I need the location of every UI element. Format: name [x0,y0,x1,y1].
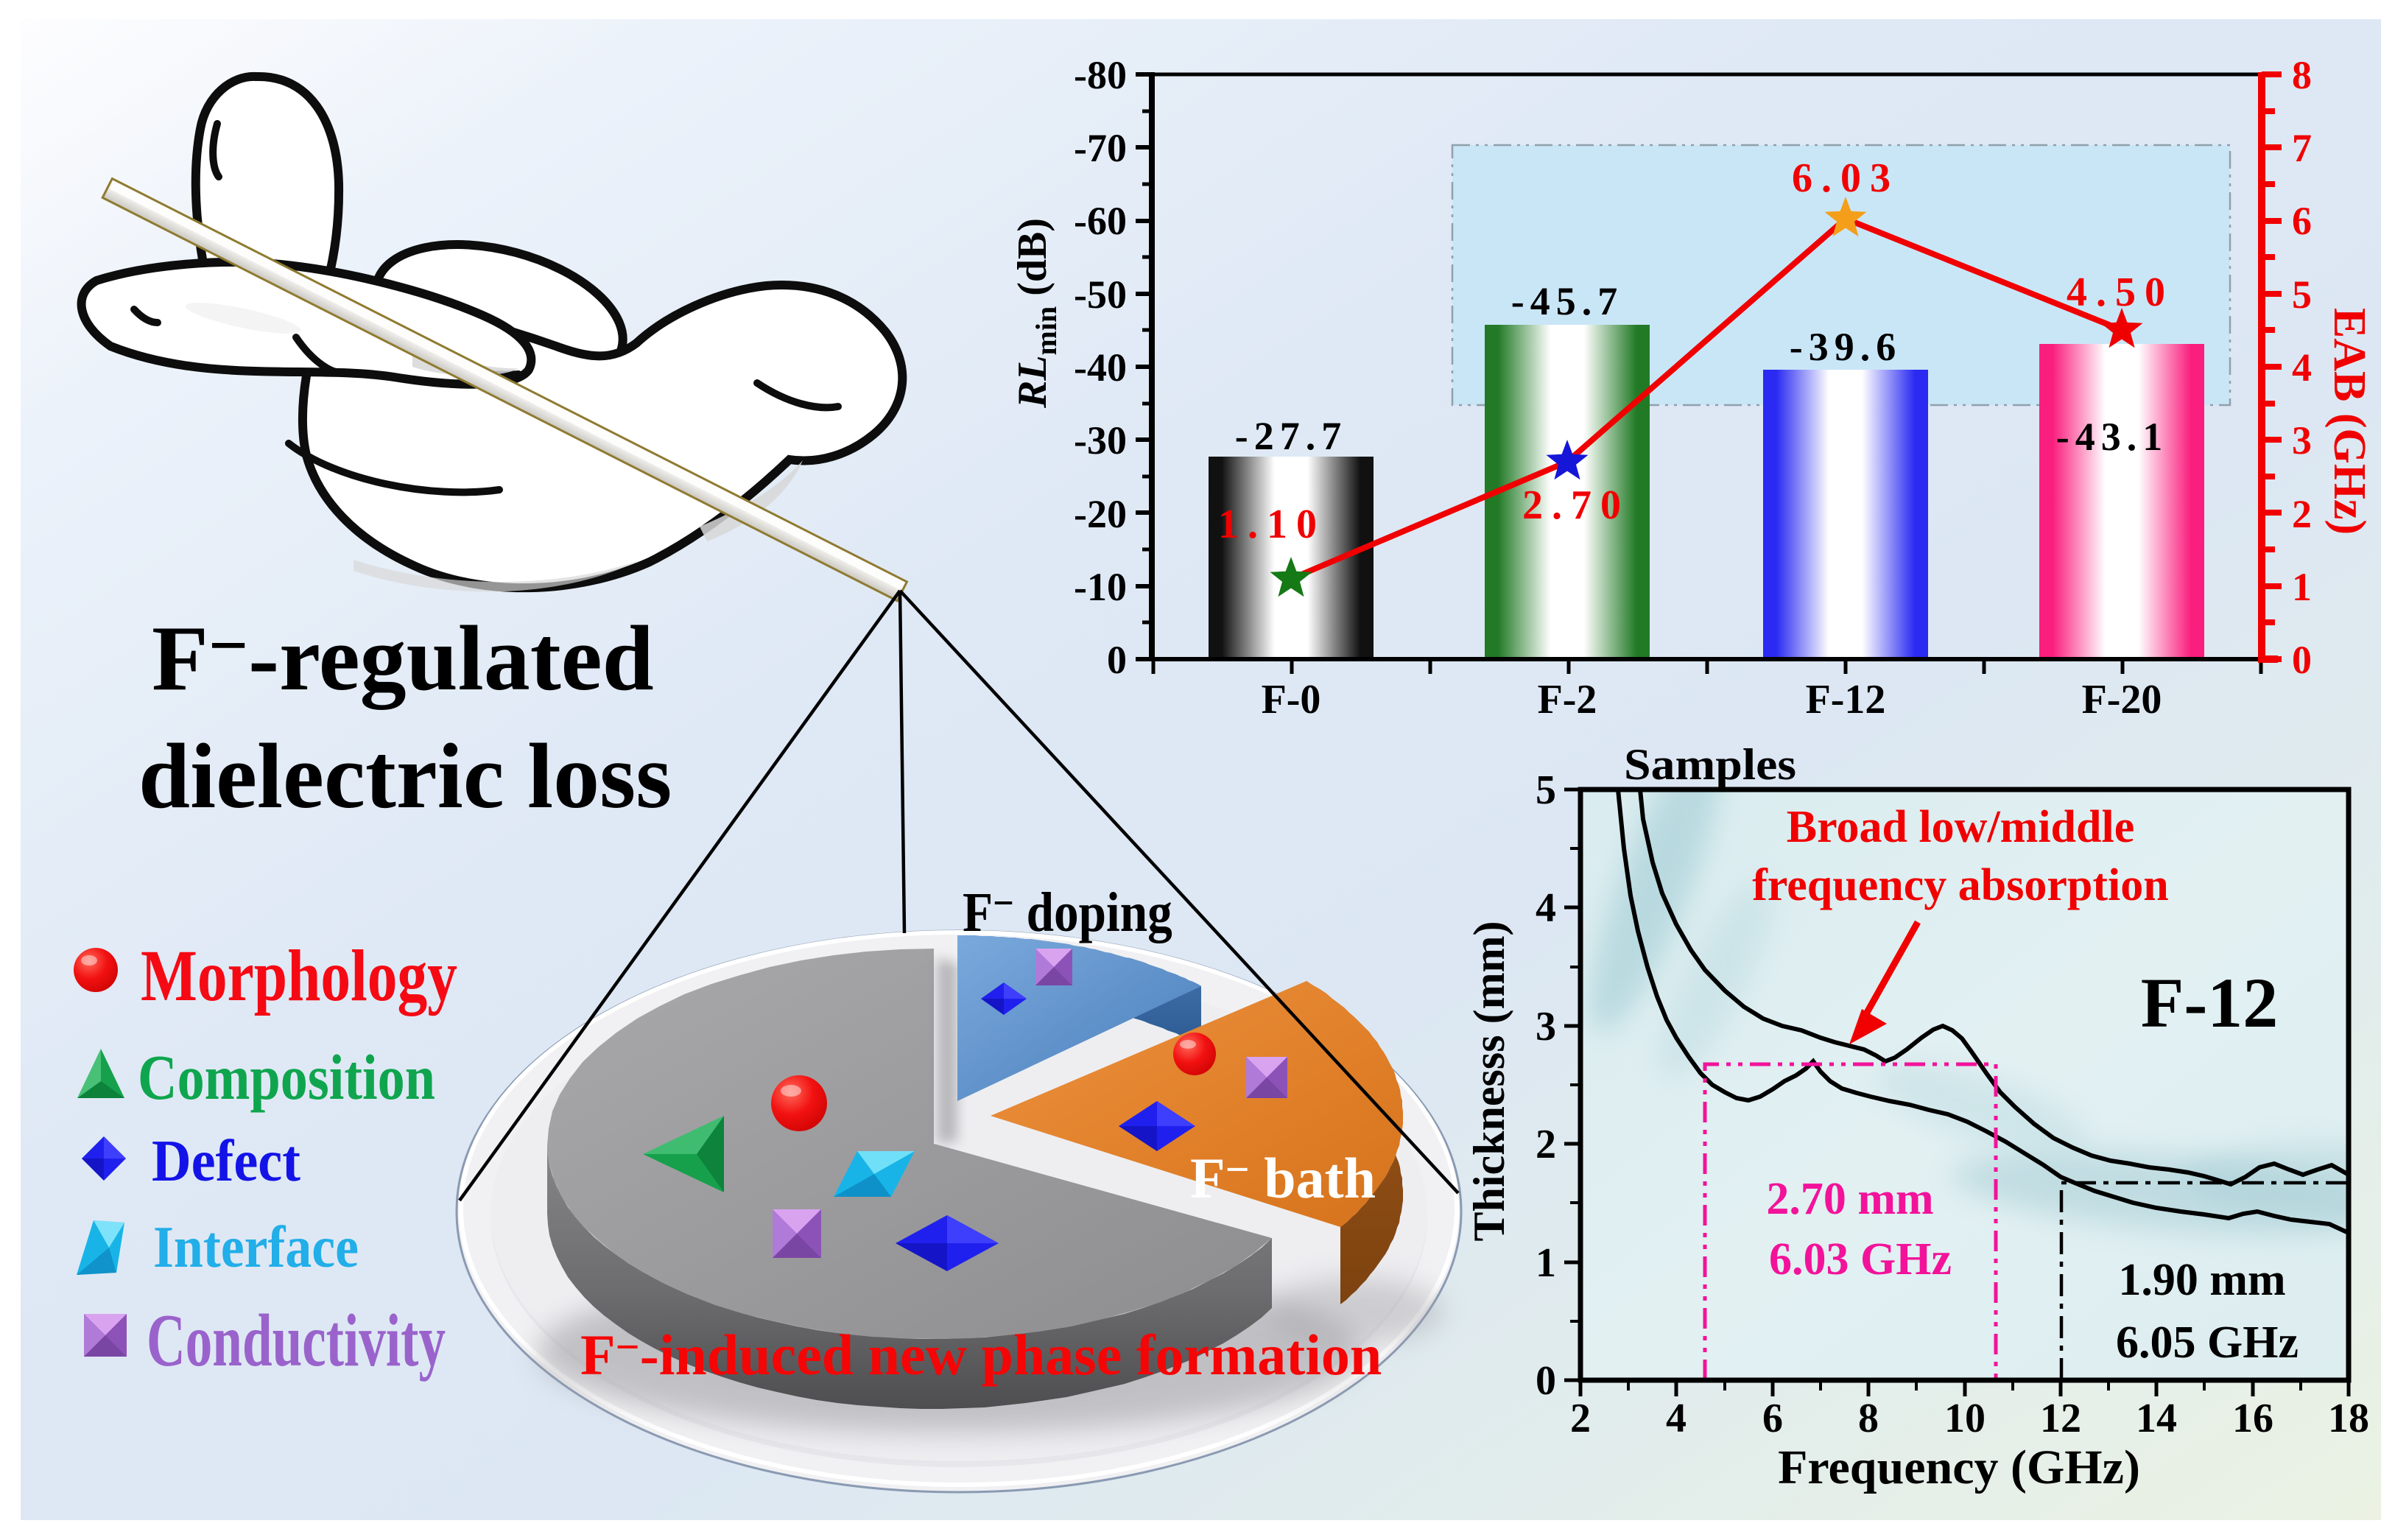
svg-text:Frequency (GHz): Frequency (GHz) [1778,1441,2140,1494]
svg-text:18: 18 [2328,1396,2369,1441]
svg-text:2: 2 [1536,1122,1556,1167]
svg-text:-27.7: -27.7 [1235,414,1347,458]
svg-text:Interface: Interface [153,1215,359,1280]
svg-text:8: 8 [1858,1396,1879,1441]
svg-text:-43.1: -43.1 [2056,415,2168,459]
svg-text:-45.7: -45.7 [1511,279,1623,323]
svg-text:6.03 GHz: 6.03 GHz [1769,1234,1952,1284]
svg-text:4.50: 4.50 [2067,270,2174,315]
svg-text:-39.6: -39.6 [1790,325,1902,369]
svg-text:F− doping: F− doping [963,879,1172,943]
svg-text:F-0: F-0 [1262,677,1321,722]
svg-text:14: 14 [2136,1396,2177,1441]
svg-text:F-12: F-12 [2141,963,2279,1042]
svg-text:6: 6 [2292,199,2312,243]
svg-text:2: 2 [2292,492,2312,536]
svg-text:EAB (GHz): EAB (GHz) [2324,308,2374,535]
svg-text:0: 0 [2292,638,2312,682]
svg-text:frequency absorption: frequency absorption [1752,860,2169,910]
svg-text:F− bath: F− bath [1190,1145,1376,1210]
svg-text:F−-regulated: F−-regulated [152,606,654,710]
svg-text:6.03: 6.03 [1792,155,1899,201]
svg-text:3: 3 [1536,1004,1556,1049]
svg-text:1.10: 1.10 [1218,502,1326,547]
svg-text:6: 6 [1762,1396,1783,1441]
svg-text:-50: -50 [1074,273,1127,317]
svg-text:7: 7 [2292,126,2312,170]
svg-text:4: 4 [2292,345,2312,390]
svg-text:-70: -70 [1074,126,1127,170]
svg-text:Composition: Composition [138,1041,435,1113]
svg-text:F-2: F-2 [1538,677,1597,722]
svg-text:-30: -30 [1074,418,1127,463]
svg-text:Defect: Defect [152,1129,300,1194]
svg-text:16: 16 [2232,1396,2273,1441]
svg-text:F-20: F-20 [2082,677,2162,722]
svg-text:-10: -10 [1074,565,1127,609]
svg-text:F-12: F-12 [1806,677,1886,722]
svg-text:-40: -40 [1074,345,1127,390]
svg-text:1.90 mm: 1.90 mm [2118,1255,2285,1305]
svg-text:0: 0 [1536,1358,1556,1404]
svg-text:1: 1 [2292,565,2312,609]
svg-text:4: 4 [1536,885,1556,931]
svg-text:-80: -80 [1074,53,1127,97]
svg-text:Thicknesss (mm): Thicknesss (mm) [1465,921,1513,1241]
svg-text:0: 0 [1107,638,1127,682]
svg-text:1: 1 [1536,1240,1556,1286]
svg-text:10: 10 [1944,1396,1986,1441]
svg-text:2.70 mm: 2.70 mm [1766,1174,1933,1224]
svg-text:F−-induced new phase formation: F−-induced new phase formation [580,1323,1382,1387]
svg-text:5: 5 [1536,767,1556,813]
svg-text:Samples: Samples [1624,740,1796,789]
svg-text:-20: -20 [1074,492,1127,536]
svg-text:Broad low/middle: Broad low/middle [1787,802,2135,852]
svg-text:6.05 GHz: 6.05 GHz [2116,1318,2299,1368]
svg-text:2: 2 [1570,1396,1591,1441]
svg-text:8: 8 [2292,53,2312,97]
svg-text:5: 5 [2292,273,2312,317]
svg-text:2.70: 2.70 [1522,482,1630,528]
svg-text:-60: -60 [1074,199,1127,243]
svg-text:3: 3 [2292,418,2312,463]
svg-text:dielectric loss: dielectric loss [138,725,672,828]
svg-text:Conductivity: Conductivity [147,1299,446,1382]
svg-text:12: 12 [2040,1396,2081,1441]
svg-text:RLmin (dB): RLmin (dB) [1010,218,1063,409]
svg-text:Morphology: Morphology [141,935,457,1016]
svg-text:4: 4 [1666,1396,1687,1441]
